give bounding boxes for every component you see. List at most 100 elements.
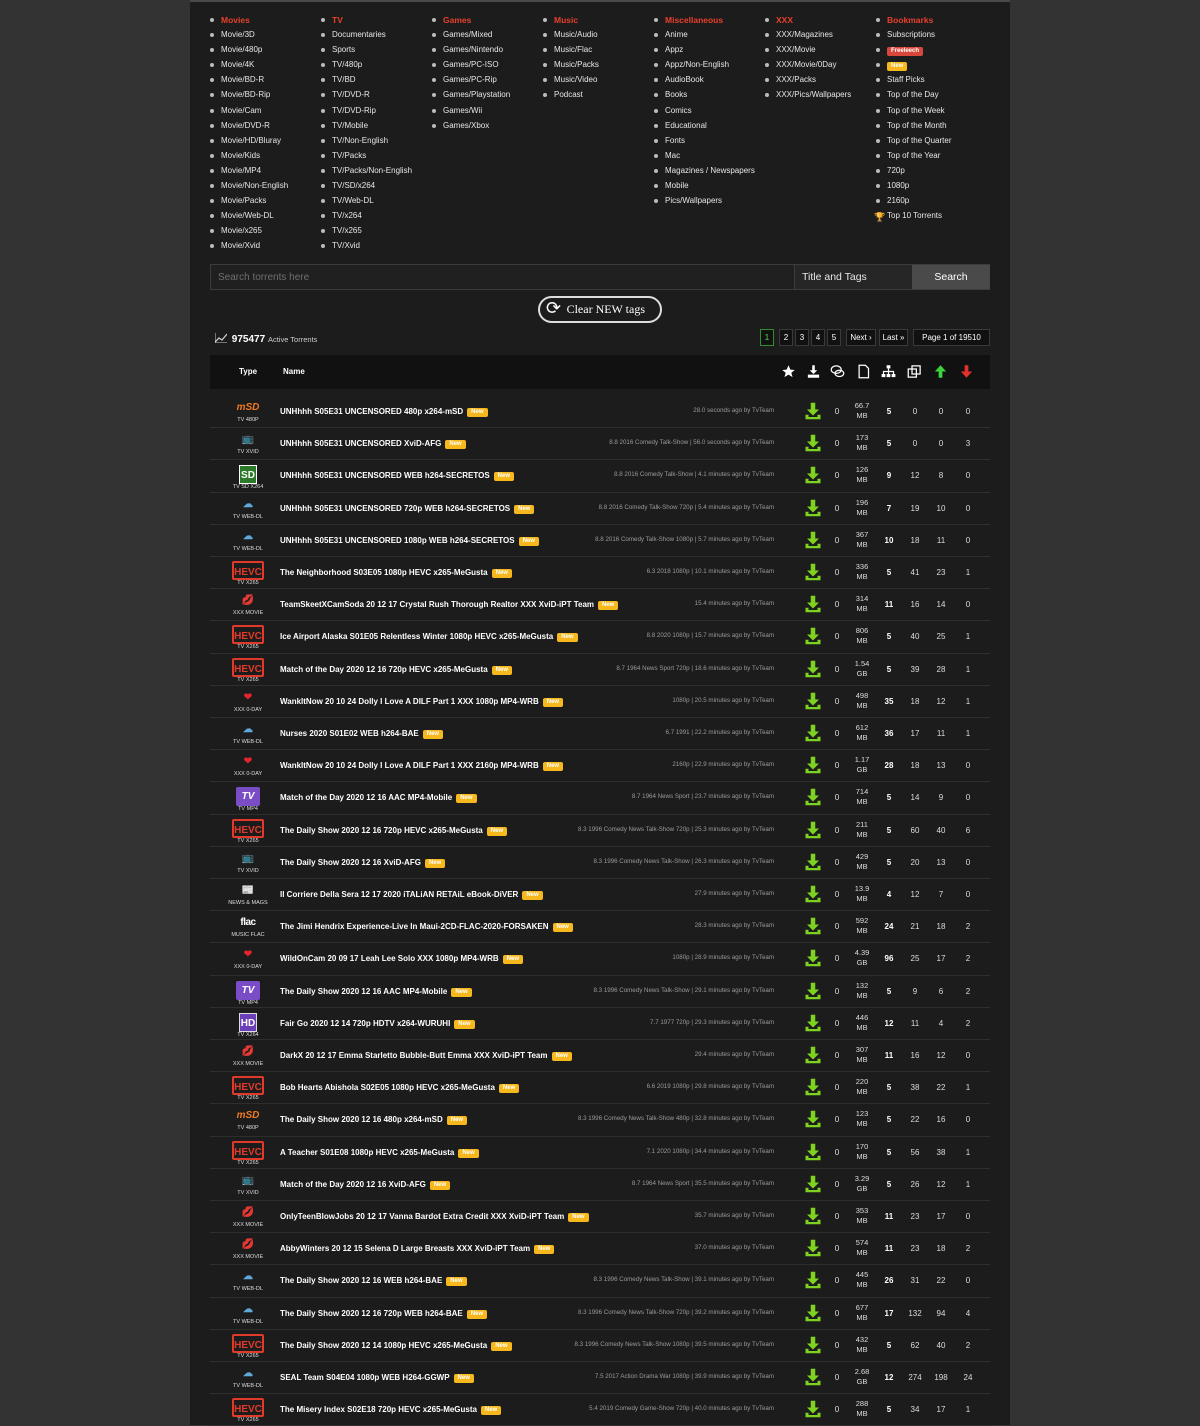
files-count[interactable]: 28 bbox=[884, 761, 894, 771]
torrent-row[interactable]: mSD TV 480P UNHhhh S05E31 UNCENSORED 480p … bbox=[210, 396, 990, 429]
category-link[interactable]: Movie/Cam bbox=[210, 105, 320, 120]
torrent-row[interactable]: 💋 XXX MOVIE TeamSkeetXCamSoda 20 12 17 Cry… bbox=[210, 589, 990, 622]
torrent-title[interactable]: TeamSkeetXCamSoda 20 12 17 Crystal Rush … bbox=[280, 600, 595, 610]
download-icon[interactable] bbox=[804, 788, 822, 806]
comments-count[interactable]: 0 bbox=[834, 1179, 840, 1189]
download-icon[interactable] bbox=[804, 1014, 822, 1032]
torrent-name[interactable]: The Daily Show 2020 12 16 480p x264-mSD N… bbox=[280, 1104, 468, 1136]
category-link[interactable]: XXX/Packs bbox=[765, 74, 875, 89]
torrent-row[interactable]: ☁ TV WEB-DL Nurses 2020 S01E02 WEB h264-BA… bbox=[210, 718, 990, 751]
torrent-title[interactable]: WankItNow 20 10 24 Dolly I Love A DILF P… bbox=[280, 761, 539, 771]
category-icon-wrap[interactable]: ☁ TV WEB-DL bbox=[228, 1364, 268, 1392]
category-link[interactable]: TV/Packs/Non-English bbox=[321, 165, 431, 180]
torrent-title[interactable]: OnlyTeenBlowJobs 20 12 17 Vanna Bardot E… bbox=[280, 1212, 565, 1221]
category-link[interactable]: Movie/BD-Rip bbox=[210, 89, 320, 104]
download-icon[interactable] bbox=[804, 499, 822, 517]
bookmark-link[interactable]: Top of the Month bbox=[876, 120, 986, 135]
clone-icon[interactable] bbox=[907, 364, 922, 379]
torrent-title[interactable]: UNHhhh S05E31 UNCENSORED 480p x264-mSD bbox=[280, 407, 464, 416]
category-link[interactable]: XXX/Movie bbox=[765, 44, 875, 59]
torrent-title[interactable]: The Daily Show 2020 12 16 720p WEB h264-… bbox=[280, 1308, 463, 1318]
file-icon[interactable] bbox=[856, 364, 871, 379]
category-link[interactable]: Movie/Non-English bbox=[210, 180, 320, 195]
torrent-row[interactable]: SD TV SD X264 UNHhhh S05E31 UNCENSORED WEB… bbox=[210, 460, 990, 493]
comments-count[interactable]: 0 bbox=[834, 600, 840, 610]
category-link[interactable]: Magazines / Newspapers bbox=[654, 165, 764, 180]
comments-count[interactable]: 0 bbox=[834, 729, 840, 738]
category-icon-wrap[interactable]: HEVC TV X265 bbox=[228, 1396, 268, 1424]
category-link[interactable]: Games/Playstation bbox=[432, 89, 542, 104]
torrent-title[interactable]: SEAL Team S04E04 1080p WEB H264-GGWP bbox=[280, 1373, 450, 1382]
torrent-row[interactable]: 💋 XXX MOVIE OnlyTeenBlowJobs 20 12 17 Vann… bbox=[210, 1201, 990, 1234]
torrent-name[interactable]: UNHhhh S05E31 UNCENSORED WEB h264-SECRET… bbox=[280, 460, 515, 492]
category-icon-wrap[interactable]: HEVC TV X265 bbox=[228, 1139, 268, 1167]
comments-count[interactable]: 0 bbox=[834, 1018, 840, 1028]
category-icon-wrap[interactable]: ☁ TV WEB-DL bbox=[228, 1267, 268, 1295]
comments-count[interactable]: 0 bbox=[834, 439, 840, 449]
comments-count[interactable]: 0 bbox=[834, 1308, 840, 1318]
torrent-row[interactable]: 💋 XXX MOVIE AbbyWinters 20 12 15 Selena D … bbox=[210, 1233, 990, 1266]
download-icon[interactable] bbox=[804, 917, 822, 935]
category-link[interactable]: TV/Packs bbox=[321, 150, 431, 165]
files-count[interactable]: 12 bbox=[884, 1018, 894, 1028]
torrent-name[interactable]: SEAL Team S04E04 1080p WEB H264-GGWP New bbox=[280, 1362, 474, 1394]
category-link[interactable]: Games/Xbox bbox=[432, 120, 542, 135]
torrent-title[interactable]: Ice Airport Alaska S01E05 Relentless Win… bbox=[280, 632, 554, 642]
files-count[interactable]: 5 bbox=[886, 1179, 892, 1189]
torrent-title[interactable]: Fair Go 2020 12 14 720p HDTV x264-WURUHI bbox=[280, 1018, 451, 1028]
download-icon[interactable] bbox=[804, 1046, 822, 1064]
page-3[interactable]: 3 bbox=[795, 329, 809, 346]
torrent-row[interactable]: HEVC TV X265 Ice Airport Alaska S01E05 Rel… bbox=[210, 621, 990, 654]
new-link[interactable]: New bbox=[876, 59, 986, 74]
category-icon-wrap[interactable]: ☁ TV WEB-DL bbox=[228, 1300, 268, 1328]
torrent-name[interactable]: The Jimi Hendrix Experience-Live In Maui… bbox=[280, 911, 573, 943]
clear-new-tags-button[interactable]: ⟳ Clear NEW tags bbox=[538, 296, 662, 323]
category-link[interactable]: Podcast bbox=[543, 89, 653, 104]
download-icon[interactable] bbox=[804, 1175, 822, 1193]
torrent-name[interactable]: Match of the Day 2020 12 16 XviD-AFG New bbox=[280, 1169, 451, 1201]
torrent-name[interactable]: AbbyWinters 20 12 15 Selena D Large Brea… bbox=[280, 1233, 555, 1265]
torrent-title[interactable]: WildOnCam 20 09 17 Leah Lee Solo XXX 108… bbox=[280, 954, 499, 964]
files-count[interactable]: 96 bbox=[884, 954, 894, 964]
comments-count[interactable]: 0 bbox=[834, 890, 840, 899]
category-link[interactable]: Movie/Xvid bbox=[210, 240, 320, 255]
download-icon[interactable] bbox=[804, 595, 822, 613]
category-link[interactable]: Appz/Non-English bbox=[654, 59, 764, 74]
comments-count[interactable]: 0 bbox=[834, 568, 840, 577]
torrent-row[interactable]: HD TV X264 Fair Go 2020 12 14 720p HDTV x2… bbox=[210, 1008, 990, 1040]
files-count[interactable]: 5 bbox=[886, 1115, 892, 1125]
torrent-title[interactable]: The Neighborhood S03E05 1080p HEVC x265-… bbox=[280, 568, 488, 577]
torrent-row[interactable]: HEVC TV X265 The Daily Show 2020 12 16 720… bbox=[210, 815, 990, 847]
torrent-title[interactable]: A Teacher S01E08 1080p HEVC x265-MeGusta bbox=[280, 1147, 455, 1157]
category-link[interactable]: TV/480p bbox=[321, 59, 431, 74]
torrent-title[interactable]: The Daily Show 2020 12 16 XviD-AFG bbox=[280, 857, 421, 867]
torrent-title[interactable]: The Daily Show 2020 12 16 720p HEVC x265… bbox=[280, 825, 483, 835]
files-count[interactable]: 9 bbox=[886, 471, 892, 481]
bookmark-link[interactable]: Top of the Year bbox=[876, 150, 986, 165]
category-link[interactable]: Mac bbox=[654, 150, 764, 165]
bookmark-link[interactable]: 720p bbox=[876, 165, 986, 180]
category-icon-wrap[interactable]: ❤ XXX 0-DAY bbox=[228, 752, 268, 780]
torrent-title[interactable]: UNHhhh S05E31 UNCENSORED WEB h264-SECRET… bbox=[280, 471, 490, 481]
comments-count[interactable]: 0 bbox=[834, 857, 840, 867]
torrent-row[interactable]: ☁ TV WEB-DL The Daily Show 2020 12 16 720p… bbox=[210, 1298, 990, 1330]
category-link[interactable]: XXX/Pics/Wallpapers bbox=[765, 89, 875, 104]
torrent-row[interactable]: ❤ XXX 0-DAY WankItNow 20 10 24 Dolly I Lov… bbox=[210, 686, 990, 718]
next-page-link[interactable]: Next › bbox=[846, 329, 876, 346]
files-count[interactable]: 5 bbox=[886, 664, 892, 674]
category-link[interactable]: Games/Nintendo bbox=[432, 44, 542, 59]
download-icon[interactable] bbox=[804, 531, 822, 549]
category-icon-wrap[interactable]: ☁ TV WEB-DL bbox=[228, 720, 268, 748]
download-icon[interactable] bbox=[804, 1143, 822, 1161]
comments-count[interactable]: 0 bbox=[834, 1373, 840, 1382]
torrent-name[interactable]: WildOnCam 20 09 17 Leah Lee Solo XXX 108… bbox=[280, 943, 524, 975]
files-count[interactable]: 5 bbox=[886, 1147, 892, 1157]
download-icon[interactable] bbox=[804, 1336, 822, 1354]
bookmark-link[interactable]: Top of the Week bbox=[876, 105, 986, 120]
torrent-row[interactable]: mSD TV 480P The Daily Show 2020 12 16 480p… bbox=[210, 1104, 990, 1137]
torrent-row[interactable]: ☁ TV WEB-DL The Daily Show 2020 12 16 WEB … bbox=[210, 1265, 990, 1298]
download-header-icon[interactable] bbox=[806, 364, 821, 379]
leechers-down-arrow-icon[interactable] bbox=[959, 364, 974, 379]
category-icon-wrap[interactable]: HD TV X264 bbox=[228, 1010, 268, 1038]
torrent-title[interactable]: UNHhhh S05E31 UNCENSORED XviD-AFG bbox=[280, 439, 442, 449]
